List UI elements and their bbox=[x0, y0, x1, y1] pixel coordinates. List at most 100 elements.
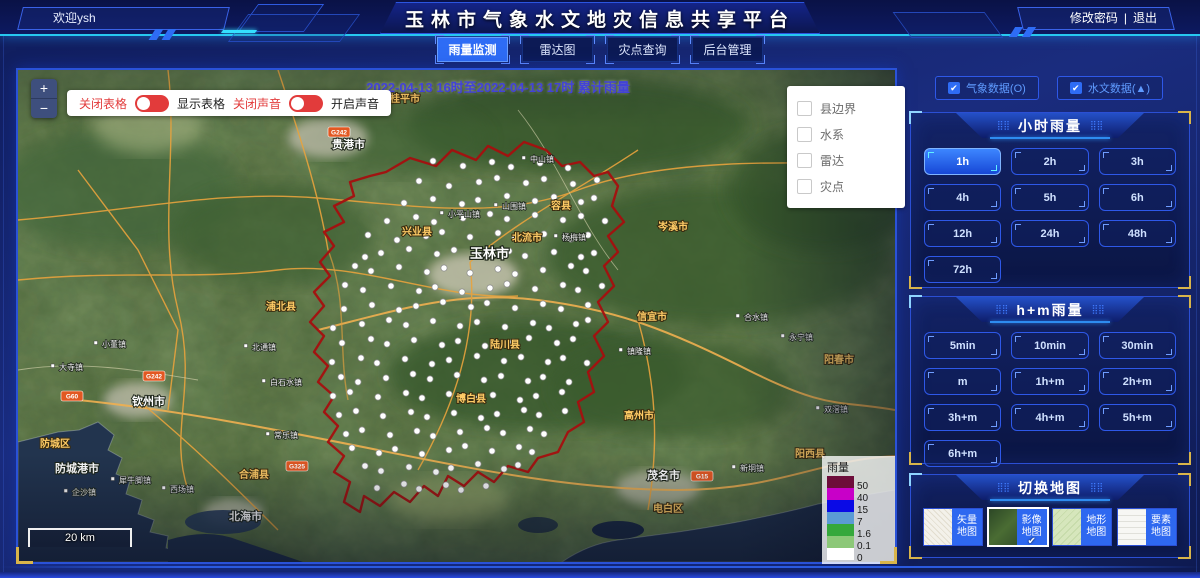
station-marker[interactable] bbox=[401, 355, 409, 363]
station-marker[interactable] bbox=[584, 316, 592, 324]
station-marker[interactable] bbox=[367, 267, 375, 275]
station-marker[interactable] bbox=[364, 231, 372, 239]
station-marker[interactable] bbox=[409, 370, 417, 378]
station-marker[interactable] bbox=[531, 285, 539, 293]
duration-button-12h[interactable]: 12h bbox=[924, 220, 1002, 247]
layer-checkbox[interactable] bbox=[797, 126, 812, 142]
tab-rain-monitor[interactable]: 雨量监测 bbox=[435, 35, 510, 64]
weather-data-toggle[interactable]: ✔ 气象数据(O) bbox=[934, 76, 1039, 100]
change-password-link[interactable]: 修改密码 bbox=[1069, 11, 1118, 25]
station-marker[interactable] bbox=[415, 177, 423, 185]
station-marker[interactable] bbox=[458, 288, 466, 296]
station-marker[interactable] bbox=[442, 481, 450, 489]
layer-checkbox[interactable] bbox=[797, 100, 812, 116]
station-marker[interactable] bbox=[522, 179, 530, 187]
station-marker[interactable] bbox=[445, 182, 453, 190]
station-marker[interactable] bbox=[488, 158, 496, 166]
station-marker[interactable] bbox=[400, 199, 408, 207]
station-marker[interactable] bbox=[461, 442, 469, 450]
station-marker[interactable] bbox=[514, 461, 522, 469]
station-marker[interactable] bbox=[431, 283, 439, 291]
duration-button-2h+m[interactable]: 2h+m bbox=[1098, 368, 1176, 395]
station-marker[interactable] bbox=[329, 392, 337, 400]
checked-checkbox-icon[interactable]: ✔ bbox=[1069, 82, 1082, 94]
station-marker[interactable] bbox=[348, 444, 356, 452]
station-marker[interactable] bbox=[521, 252, 529, 260]
station-marker[interactable] bbox=[467, 303, 475, 311]
zoom-out-button[interactable]: − bbox=[31, 98, 57, 118]
station-marker[interactable] bbox=[529, 319, 537, 327]
station-marker[interactable] bbox=[501, 323, 509, 331]
station-marker[interactable] bbox=[572, 320, 580, 328]
station-marker[interactable] bbox=[557, 305, 565, 313]
duration-button-30min[interactable]: 30min bbox=[1098, 332, 1176, 359]
station-marker[interactable] bbox=[540, 430, 548, 438]
map-option-terrain[interactable]: 地形地图 bbox=[1052, 508, 1113, 546]
station-marker[interactable] bbox=[393, 236, 401, 244]
station-marker[interactable] bbox=[418, 450, 426, 458]
duration-button-6h[interactable]: 6h bbox=[1098, 184, 1176, 211]
duration-button-10min[interactable]: 10min bbox=[1011, 332, 1089, 359]
station-marker[interactable] bbox=[361, 253, 369, 261]
station-marker[interactable] bbox=[447, 464, 455, 472]
station-marker[interactable] bbox=[561, 407, 569, 415]
station-marker[interactable] bbox=[377, 249, 385, 257]
duration-button-24h[interactable]: 24h bbox=[1011, 220, 1089, 247]
station-marker[interactable] bbox=[590, 249, 598, 257]
station-marker[interactable] bbox=[458, 200, 466, 208]
station-marker[interactable] bbox=[525, 334, 533, 342]
station-marker[interactable] bbox=[379, 412, 387, 420]
station-marker[interactable] bbox=[354, 378, 362, 386]
station-marker[interactable] bbox=[503, 280, 511, 288]
station-marker[interactable] bbox=[569, 335, 577, 343]
station-marker[interactable] bbox=[387, 282, 395, 290]
duration-button-72h[interactable]: 72h bbox=[924, 256, 1002, 283]
station-marker[interactable] bbox=[412, 302, 420, 310]
duration-button-5min[interactable]: 5min bbox=[924, 332, 1002, 359]
station-marker[interactable] bbox=[377, 467, 385, 475]
station-marker[interactable] bbox=[466, 233, 474, 241]
map-container[interactable]: 象棋镇中山镇山围镇小平山镇杨梅镇大寺镇小董镇北通镇白石水镇常乐镇西场镇犀牛脚镇企… bbox=[16, 68, 905, 564]
station-marker[interactable] bbox=[358, 320, 366, 328]
station-marker[interactable] bbox=[415, 287, 423, 295]
station-marker[interactable] bbox=[402, 389, 410, 397]
station-marker[interactable] bbox=[373, 359, 381, 367]
station-marker[interactable] bbox=[450, 246, 458, 254]
duration-button-6h+m[interactable]: 6h+m bbox=[924, 440, 1002, 467]
station-marker[interactable] bbox=[351, 262, 359, 270]
duration-button-1h[interactable]: 1h bbox=[924, 148, 1002, 175]
station-marker[interactable] bbox=[391, 445, 399, 453]
duration-button-5h+m[interactable]: 5h+m bbox=[1098, 404, 1176, 431]
station-marker[interactable] bbox=[574, 286, 582, 294]
station-marker[interactable] bbox=[590, 194, 598, 202]
toggle-switch-1[interactable] bbox=[289, 94, 324, 112]
station-marker[interactable] bbox=[511, 270, 519, 278]
station-marker[interactable] bbox=[383, 217, 391, 225]
hydro-data-toggle[interactable]: ✔ 水文数据(▲) bbox=[1056, 76, 1164, 100]
station-marker[interactable] bbox=[550, 193, 558, 201]
station-marker[interactable] bbox=[383, 340, 391, 348]
station-marker[interactable] bbox=[342, 430, 350, 438]
station-marker[interactable] bbox=[357, 354, 365, 362]
station-marker[interactable] bbox=[368, 301, 376, 309]
station-marker[interactable] bbox=[474, 460, 482, 468]
station-marker[interactable] bbox=[494, 265, 502, 273]
station-marker[interactable] bbox=[405, 245, 413, 253]
station-marker[interactable] bbox=[503, 192, 511, 200]
station-marker[interactable] bbox=[432, 468, 440, 476]
station-marker[interactable] bbox=[429, 157, 437, 165]
map-option-image[interactable]: 影像地图 ✔ bbox=[986, 507, 1049, 547]
station-marker[interactable] bbox=[539, 266, 547, 274]
station-marker[interactable] bbox=[497, 372, 505, 380]
station-marker[interactable] bbox=[361, 462, 369, 470]
station-marker[interactable] bbox=[429, 317, 437, 325]
station-marker[interactable] bbox=[584, 301, 592, 309]
station-marker[interactable] bbox=[565, 378, 573, 386]
station-marker[interactable] bbox=[400, 480, 408, 488]
station-marker[interactable] bbox=[550, 248, 558, 256]
layer-checkbox[interactable] bbox=[797, 178, 812, 194]
station-marker[interactable] bbox=[558, 388, 566, 396]
station-marker[interactable] bbox=[569, 180, 577, 188]
station-marker[interactable] bbox=[577, 253, 585, 261]
station-marker[interactable] bbox=[567, 262, 575, 270]
